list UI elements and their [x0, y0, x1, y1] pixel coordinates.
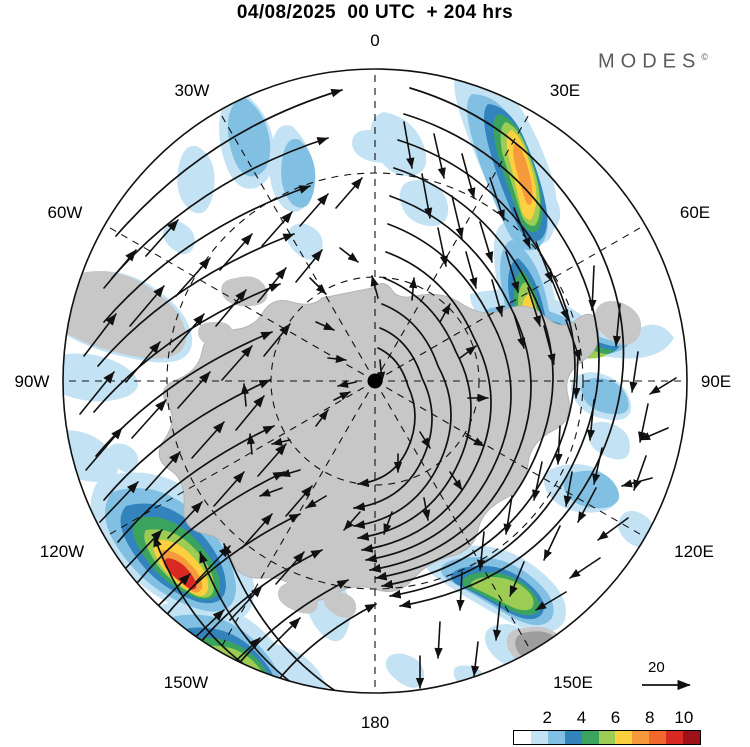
longitude-label: 0	[370, 31, 380, 50]
polar-stereographic-map	[0, 26, 750, 726]
colorbar-ticks: 2 4 6 8 10	[513, 708, 701, 728]
colorbar-swatch	[564, 731, 582, 744]
graticule	[63, 69, 687, 693]
colorbar-tick: 2	[542, 708, 552, 727]
colorbar-gradient	[513, 730, 701, 745]
wind-scale-arrow-icon	[642, 679, 691, 691]
colorbar-swatch	[649, 731, 667, 744]
colorbar-swatch	[530, 731, 548, 744]
colorbar-swatch	[547, 731, 565, 744]
pole-marker	[367, 373, 383, 389]
longitude-label: 150W	[163, 673, 209, 692]
page-title: 04/08/2025 00 UTC + 204 hrs	[236, 2, 514, 23]
colorbar-swatch	[514, 731, 531, 744]
longitude-label: 60W	[47, 203, 83, 222]
wind-scale-legend: 20	[640, 660, 720, 700]
longitude-label: 180	[360, 713, 390, 732]
longitude-label: 90W	[14, 372, 50, 391]
colorbar-swatch	[683, 731, 700, 744]
colorbar-tick: 4	[576, 708, 587, 727]
colorbar-tick: 8	[644, 708, 655, 727]
colorbar-swatch	[598, 731, 616, 744]
modes-logo: MODES©	[598, 44, 738, 73]
modes-logo-text: MODES	[598, 50, 702, 73]
wind-scale-value: 20	[648, 659, 665, 676]
longitude-label: 150E	[553, 673, 593, 692]
map-content	[63, 69, 687, 693]
colorbar-swatch	[666, 731, 684, 744]
longitude-label: 120E	[674, 542, 714, 561]
copyright-icon: ©	[701, 52, 708, 62]
colorbar: 2 4 6 8 10	[513, 708, 701, 746]
colorbar-swatch	[615, 731, 633, 744]
colorbar-swatch	[632, 731, 650, 744]
colorbar-swatch	[581, 731, 599, 744]
longitude-label: 90E	[700, 372, 732, 391]
longitude-label: 30W	[174, 81, 210, 100]
colorbar-tick: 6	[610, 708, 621, 727]
longitude-label: 60E	[679, 203, 711, 222]
colorbar-tick: 10	[674, 708, 694, 727]
longitude-label: 120W	[39, 542, 85, 561]
longitude-label: 30E	[549, 81, 581, 100]
map-boundary-circle	[62, 68, 688, 694]
